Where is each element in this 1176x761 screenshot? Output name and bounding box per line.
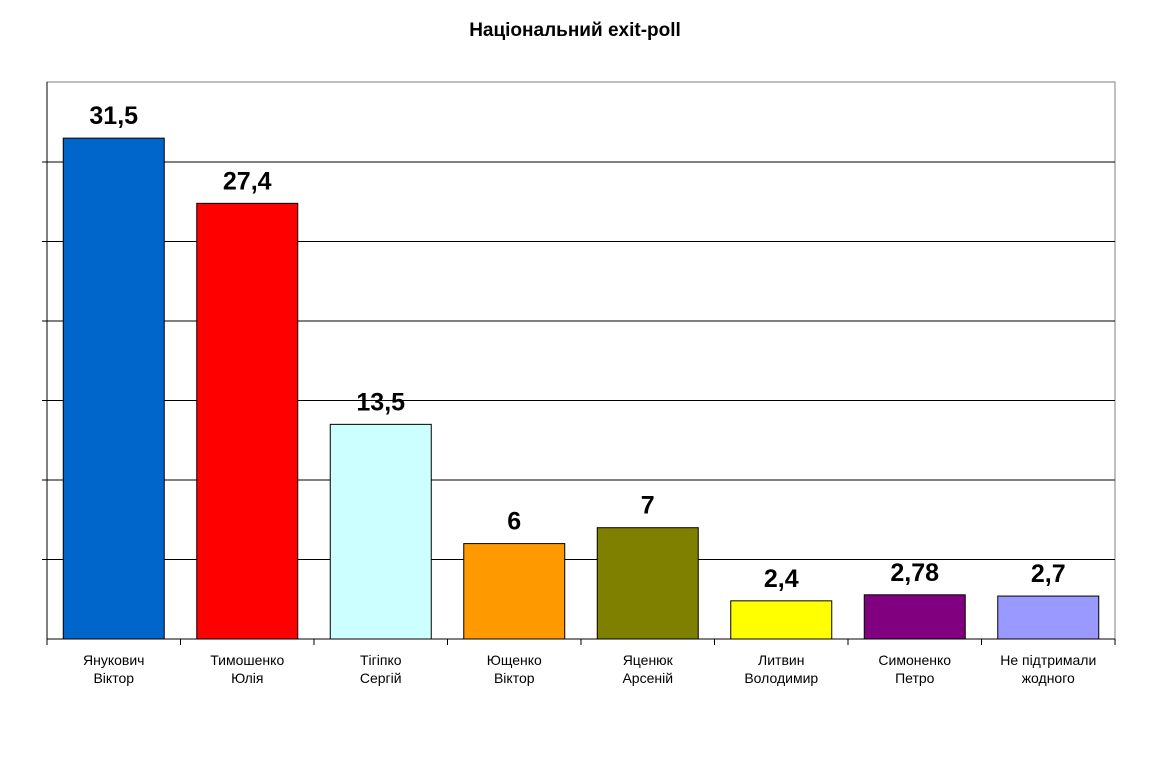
value-label: 6: [507, 508, 521, 536]
bars: [62, 137, 1100, 640]
category-label: Тігіпко Сергій: [360, 652, 402, 686]
bar: [863, 594, 966, 640]
bar: [329, 423, 432, 640]
value-label: 31,5: [89, 102, 138, 130]
category-label: Ющенко Віктор: [487, 652, 542, 686]
value-label: 2,78: [890, 559, 939, 587]
value-label: 2,7: [1031, 560, 1066, 588]
value-labels: 31,5 27,4 13,5 6 7 2,4 2,78 2,7: [89, 102, 1065, 593]
category-label: Яценюк Арсеній: [622, 652, 673, 686]
bar: [596, 527, 699, 640]
category-label: Тимошенко Юлія: [210, 652, 284, 686]
category-label: Янукович Віктор: [83, 652, 144, 686]
bar: [997, 595, 1100, 640]
category-label: Не підтримали жодного: [1000, 652, 1096, 686]
bar: [463, 543, 566, 640]
chart-title: Національний exit-poll: [469, 20, 681, 41]
value-label: 7: [641, 492, 655, 520]
category-label: Симоненко Петро: [878, 652, 951, 686]
value-label: 2,4: [764, 565, 799, 593]
bar: [730, 600, 833, 640]
value-label: 27,4: [223, 167, 272, 195]
bar: [196, 202, 299, 640]
bar: [62, 137, 165, 640]
category-label: Литвин Володимир: [744, 652, 818, 686]
x-axis: Янукович Віктор Тимошенко Юлія Тігіпко Сергій…: [46, 82, 1116, 686]
value-label: 13,5: [356, 388, 405, 416]
